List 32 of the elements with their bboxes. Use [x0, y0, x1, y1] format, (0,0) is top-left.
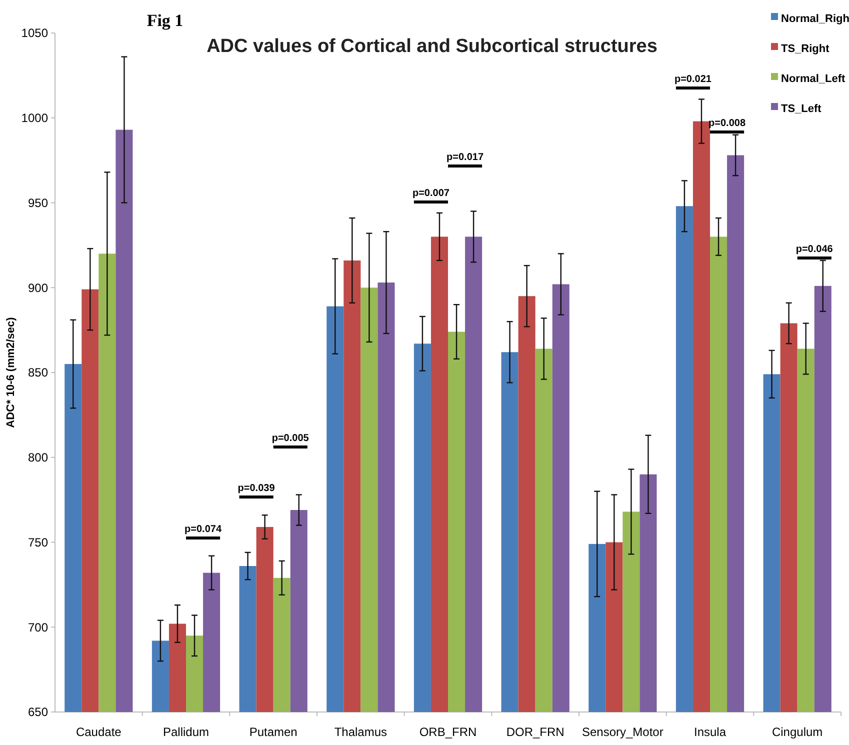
x-tick-label: Caudate: [76, 725, 122, 739]
annotation: p=0.005: [272, 433, 310, 444]
x-tick-label: Putamen: [249, 725, 298, 739]
y-axis-title: ADC* 10-6 (mm2/sec): [5, 316, 17, 428]
y-tick-label: 900: [28, 280, 48, 295]
y-tick-label: 750: [28, 535, 48, 550]
y-tick-label: 1050: [21, 26, 48, 40]
y-tick-label: 650: [28, 705, 48, 720]
x-tick-label: Pallidum: [162, 725, 210, 739]
y-tick-label: 700: [28, 620, 48, 634]
legend-label: Normal_Righ: [781, 12, 849, 25]
y-tick-label: 850: [28, 366, 48, 380]
annotation: p=0.046: [796, 244, 834, 255]
chart-title: ADC values of Cortical and Subcortical structures: [206, 36, 658, 57]
caption: Fig 1: [146, 11, 184, 30]
annotation: p=0.074: [184, 524, 222, 535]
legend-label: TS_Left: [781, 102, 822, 115]
legend-label: Normal_Left: [781, 72, 846, 85]
x-tick-label: DOR_FRN: [506, 725, 564, 739]
y-tick-label: 1000: [21, 111, 48, 126]
x-tick-label: Sensory_Motor: [582, 725, 664, 739]
x-tick-label: ORB_FRN: [419, 725, 477, 739]
x-tick-label: Insula: [694, 725, 726, 739]
x-tick-label: Cingulum: [772, 725, 823, 739]
legend-label: TS_Right: [781, 42, 830, 55]
annotation: p=0.021: [674, 74, 712, 85]
annotation: p=0.039: [238, 483, 276, 494]
y-tick-label: 950: [28, 196, 48, 210]
x-tick-label: Thalamus: [334, 725, 388, 739]
y-tick-label: 800: [28, 450, 48, 465]
annotation: p=0.007: [412, 188, 450, 199]
annotation: p=0.017: [446, 152, 484, 163]
